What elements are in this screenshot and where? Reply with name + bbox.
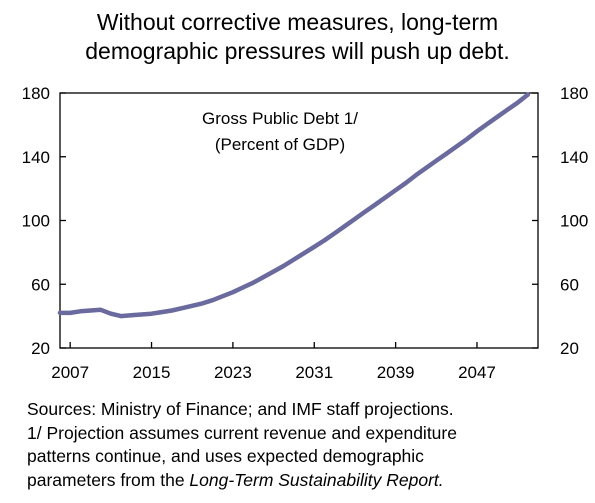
data-point-2029 bbox=[293, 259, 294, 260]
data-point-2008 bbox=[80, 311, 81, 312]
chart-title-line-1: Without corrective measures, long-term bbox=[96, 9, 499, 35]
y-axis-left: 20 60 100 140 180 bbox=[22, 84, 66, 358]
data-point-2034 bbox=[344, 226, 345, 227]
data-point-2033 bbox=[334, 233, 335, 234]
y-tick-label-right-60: 60 bbox=[560, 275, 579, 294]
y-tick-label-right-100: 100 bbox=[560, 212, 588, 231]
data-point-2009 bbox=[90, 310, 91, 311]
x-tick-label-2023: 2023 bbox=[214, 363, 252, 382]
source-line-4: parameters from the Long-Term Sustainabi… bbox=[27, 469, 587, 493]
data-point-2021 bbox=[212, 300, 213, 301]
data-point-2023 bbox=[232, 292, 233, 293]
data-point-2007 bbox=[70, 312, 71, 313]
data-point-2013 bbox=[131, 315, 132, 316]
x-axis: 2007 2015 2023 2031 2039 2047 bbox=[51, 342, 496, 382]
data-point-2014 bbox=[141, 314, 142, 315]
debt-line-chart: 20 60 100 140 180 20 60 100 140 180 2007 2015 2023… bbox=[22, 84, 589, 382]
data-point-2022 bbox=[222, 296, 223, 297]
source-note: Sources: Ministry of Finance; and IMF st… bbox=[27, 398, 587, 492]
data-point-2016 bbox=[161, 312, 162, 313]
data-point-2011 bbox=[110, 313, 111, 314]
data-point-2049 bbox=[497, 116, 498, 117]
data-point-2048 bbox=[487, 124, 488, 125]
chart-frame bbox=[59, 92, 539, 349]
y-tick-label-left-60: 60 bbox=[31, 275, 50, 294]
data-point-2039 bbox=[395, 190, 396, 191]
data-point-2036 bbox=[365, 211, 366, 212]
chart-annotation-line-1: Gross Public Debt 1/ bbox=[202, 109, 358, 128]
plot-area-border bbox=[59, 92, 539, 349]
y-tick-label-right-180: 180 bbox=[560, 84, 588, 103]
data-point-2006 bbox=[60, 312, 61, 313]
data-point-2040 bbox=[405, 183, 406, 184]
data-point-2024 bbox=[243, 287, 244, 288]
x-tick-label-2031: 2031 bbox=[295, 363, 333, 382]
data-point-2038 bbox=[385, 197, 386, 198]
data-point-2015 bbox=[151, 313, 152, 314]
chart-annotation-line-2: (Percent of GDP) bbox=[215, 135, 345, 154]
y-axis-right: 20 60 100 140 180 bbox=[532, 84, 588, 358]
chart-title: Without corrective measures, long-term d… bbox=[0, 8, 595, 66]
chart-title-line-2: demographic pressures will push up debt. bbox=[85, 38, 510, 64]
data-point-2052 bbox=[527, 94, 528, 95]
data-point-2012 bbox=[121, 316, 122, 317]
source-line-4-text: parameters from the bbox=[27, 469, 190, 490]
data-point-2041 bbox=[416, 175, 417, 176]
data-point-2010 bbox=[100, 309, 101, 310]
data-point-2044 bbox=[446, 153, 447, 154]
source-line-1: Sources: Ministry of Finance; and IMF st… bbox=[27, 399, 454, 419]
x-tick-label-2007: 2007 bbox=[51, 363, 89, 382]
report-title: Long-Term Sustainability Report. bbox=[189, 469, 444, 490]
data-point-2019 bbox=[192, 305, 193, 306]
y-tick-label-left-180: 180 bbox=[22, 84, 50, 103]
y-tick-label-left-20: 20 bbox=[31, 339, 50, 358]
series-layer bbox=[57, 92, 531, 319]
data-point-2045 bbox=[456, 146, 457, 147]
data-point-2020 bbox=[202, 303, 203, 304]
data-point-2028 bbox=[283, 265, 284, 266]
x-tick-label-2047: 2047 bbox=[458, 363, 496, 382]
data-point-2047 bbox=[477, 131, 478, 132]
y-tick-label-left-140: 140 bbox=[22, 148, 50, 167]
data-point-2051 bbox=[517, 102, 518, 103]
data-point-2025 bbox=[253, 282, 254, 283]
y-tick-label-right-20: 20 bbox=[560, 339, 579, 358]
data-point-2037 bbox=[375, 204, 376, 205]
data-point-2050 bbox=[507, 109, 508, 110]
data-point-2030 bbox=[304, 253, 305, 254]
data-point-2042 bbox=[426, 167, 427, 168]
y-tick-label-left-100: 100 bbox=[22, 212, 50, 231]
data-point-2031 bbox=[314, 246, 315, 247]
source-line-3: patterns continue, and uses expected dem… bbox=[27, 446, 424, 466]
series-line-0 bbox=[57, 92, 531, 319]
x-tick-label-2015: 2015 bbox=[133, 363, 171, 382]
data-point-2017 bbox=[171, 310, 172, 311]
data-point-2027 bbox=[273, 271, 274, 272]
y-tick-label-right-140: 140 bbox=[560, 148, 588, 167]
data-point-2035 bbox=[354, 218, 355, 219]
x-tick-label-2039: 2039 bbox=[377, 363, 415, 382]
data-point-2018 bbox=[182, 308, 183, 309]
data-point-2043 bbox=[436, 160, 437, 161]
data-point-2026 bbox=[263, 277, 264, 278]
data-point-2046 bbox=[466, 139, 467, 140]
data-point-2032 bbox=[324, 240, 325, 241]
source-line-2: 1/ Projection assumes current revenue an… bbox=[27, 422, 457, 443]
